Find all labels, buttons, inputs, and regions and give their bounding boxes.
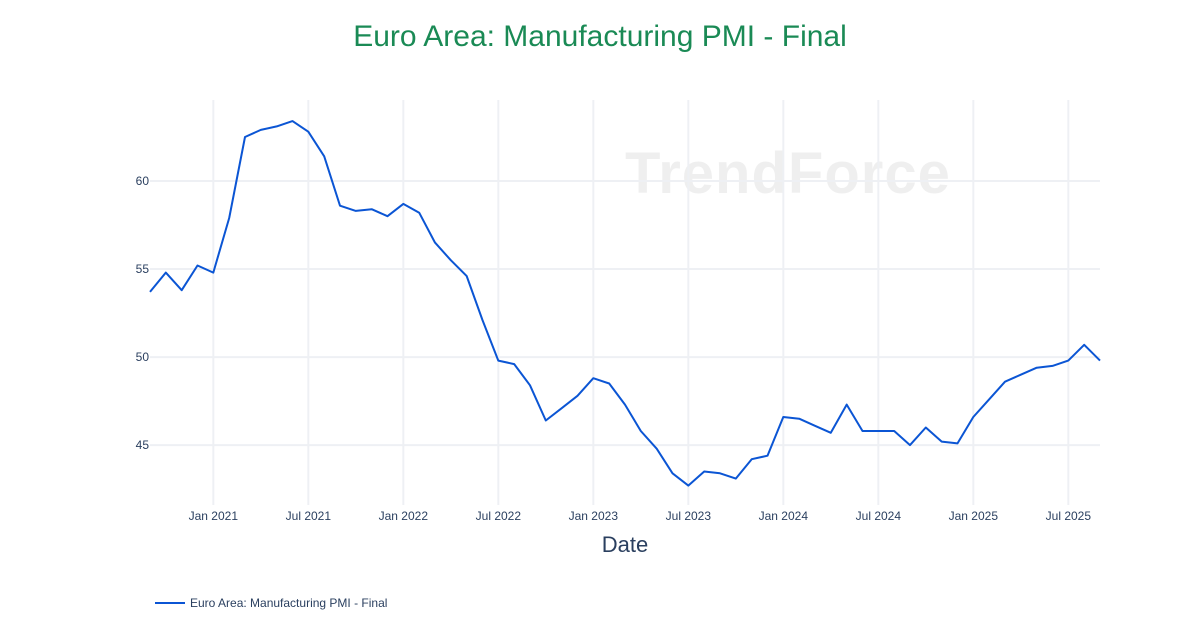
legend-line-swatch [155, 602, 185, 604]
y-tick-label: 50 [136, 350, 150, 364]
x-tick-label: Jan 2023 [569, 509, 619, 523]
x-tick-label: Jul 2022 [476, 509, 522, 523]
y-tick-label: 45 [136, 438, 150, 452]
legend-label: Euro Area: Manufacturing PMI - Final [190, 596, 388, 610]
y-tick-label: 55 [136, 262, 150, 276]
trendforce-watermark-logo: TrendForce [625, 141, 951, 206]
y-tick-label: 60 [136, 174, 150, 188]
legend[interactable]: Euro Area: Manufacturing PMI - Final [155, 596, 387, 610]
series-line [149, 120, 1101, 487]
x-tick-label: Jul 2021 [286, 509, 332, 523]
x-tick-label: Jul 2024 [856, 509, 902, 523]
chart-title: Euro Area: Manufacturing PMI - Final [353, 20, 847, 53]
x-tick-label: Jan 2021 [189, 509, 239, 523]
x-tick-label: Jul 2025 [1046, 509, 1092, 523]
x-tick-label: Jul 2023 [666, 509, 712, 523]
x-tick-label: Jan 2024 [759, 509, 809, 523]
x-tick-label: Jan 2022 [379, 509, 429, 523]
x-tick-label: Jan 2025 [949, 509, 999, 523]
x-axis-label: Date [601, 532, 649, 557]
